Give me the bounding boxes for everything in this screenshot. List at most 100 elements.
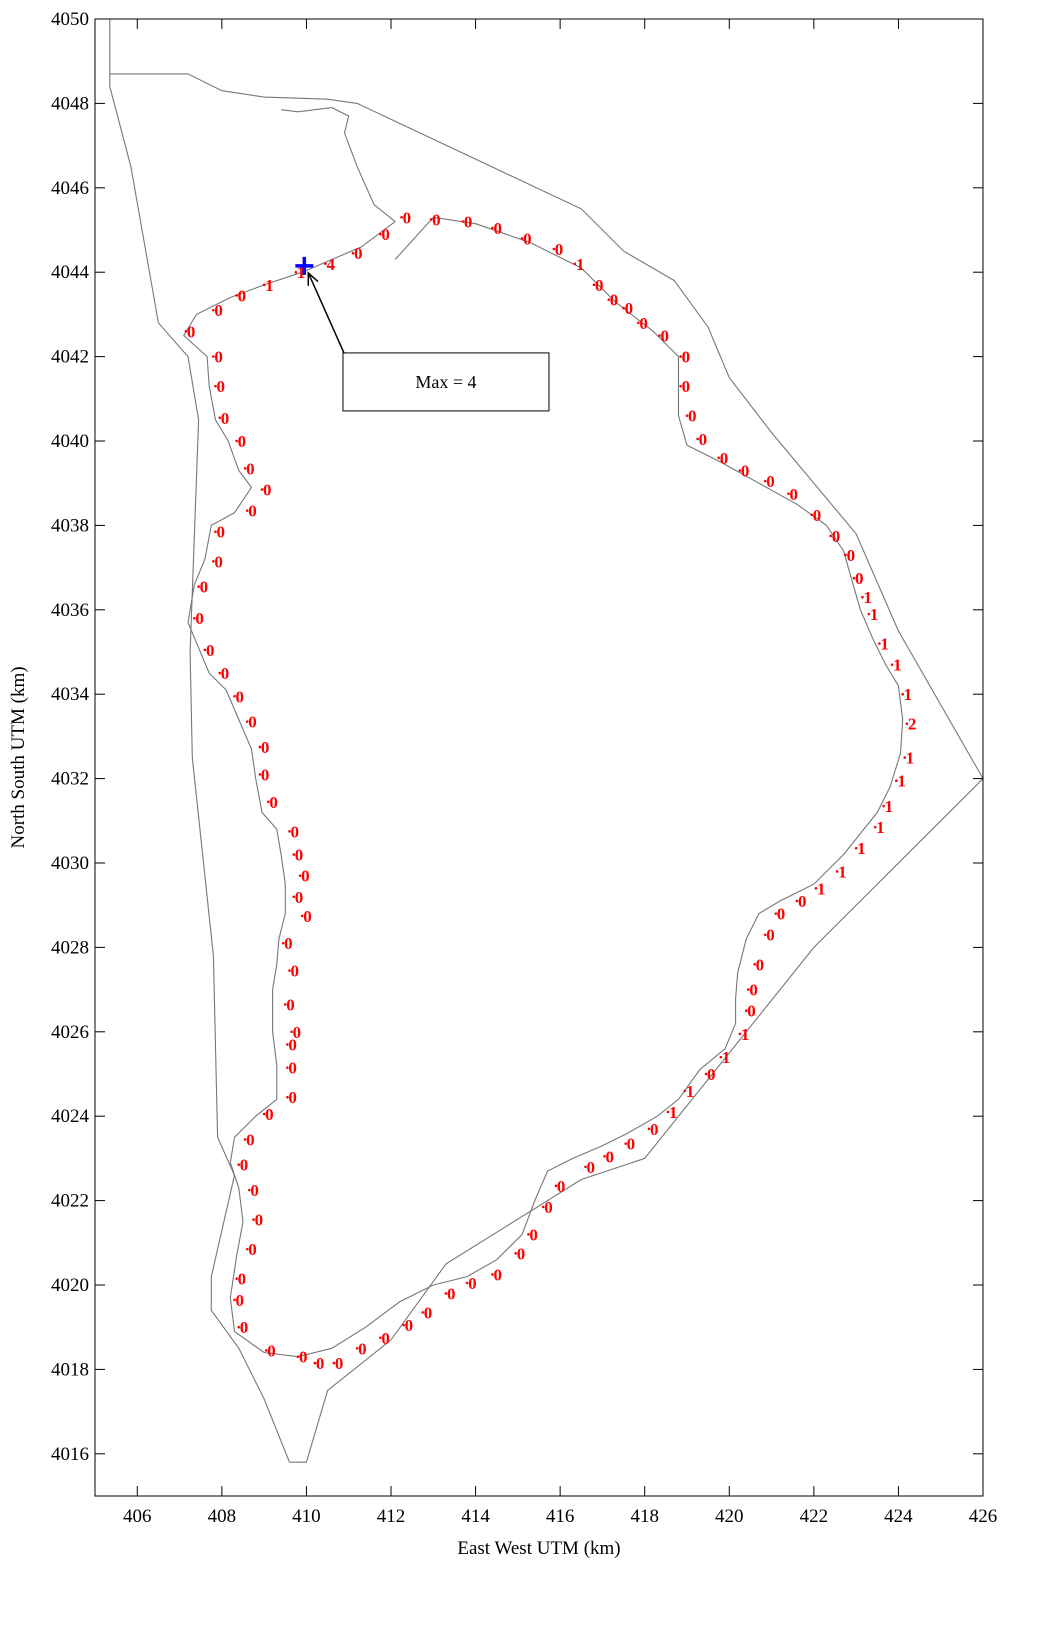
receptor-count-label: 2 [908, 715, 917, 734]
receptor-dot [237, 1163, 241, 1167]
receptor-count-label: 1 [669, 1103, 678, 1122]
receptor-dot [444, 1292, 448, 1295]
receptor-dot [258, 773, 262, 776]
receptor-dot [622, 306, 625, 310]
receptor-dot [763, 933, 767, 937]
receptor-count-label: 0 [661, 327, 670, 346]
receptor-dot [624, 1142, 627, 1145]
receptor-count-label: 0 [447, 1284, 456, 1303]
arrowhead-icon [307, 271, 319, 286]
receptor-dot [281, 941, 285, 945]
receptor-count-label: 1 [906, 749, 915, 768]
receptor-count-label: 0 [248, 502, 257, 521]
receptor-count-label: 0 [741, 462, 750, 481]
receptor-count-label: 0 [301, 867, 310, 886]
receptor-dot [267, 800, 270, 804]
x-tick-label: 408 [208, 1506, 237, 1527]
receptor-dot [717, 456, 721, 460]
receptor-dot [491, 226, 494, 230]
receptor-count-label: 0 [221, 664, 230, 683]
receptor-dot [286, 1066, 289, 1069]
receptor-dot [461, 220, 465, 223]
receptor-dot [787, 492, 790, 496]
receptor-count-label: 0 [464, 213, 473, 232]
receptor-count-label: 0 [610, 291, 619, 310]
receptor-count-label: 0 [544, 1198, 553, 1217]
receptor-count-label: 0 [240, 1318, 249, 1337]
receptor-count-label: 0 [766, 472, 775, 491]
receptor-count-label: 0 [335, 1354, 344, 1373]
y-tick-label: 4044 [51, 262, 90, 283]
receptor-count-label: 0 [523, 229, 532, 248]
x-tick-label: 416 [546, 1506, 575, 1527]
receptor-count-label: 0 [195, 609, 204, 628]
receptor-count-label: 0 [214, 348, 223, 367]
receptor-count-label: 0 [291, 822, 300, 841]
receptor-count-label: 1 [838, 862, 847, 881]
receptor-dot [679, 355, 682, 358]
receptor-dot [184, 329, 188, 333]
receptor-dot [829, 534, 833, 538]
receptor-count-label: 0 [263, 481, 272, 500]
max-annotation: Max = 4 [307, 271, 550, 412]
inlet-line [281, 107, 396, 223]
axes: 406 408 410 412 414 416 418 420 422 424 4264016401… [51, 9, 997, 1527]
receptor-dot [355, 1347, 359, 1350]
receptor-dot [753, 962, 756, 966]
x-tick-label: 426 [969, 1506, 998, 1527]
receptor-dot [744, 1009, 748, 1012]
receptor-count-label: 4 [326, 255, 335, 274]
receptor-dot [243, 467, 247, 470]
receptor-dot [313, 1361, 317, 1365]
receptor-dot [738, 1032, 742, 1036]
x-tick-label: 422 [800, 1506, 829, 1527]
receptor-count-label: 0 [261, 765, 270, 784]
receptor-count-label: 1 [297, 263, 306, 282]
receptor-dot [763, 479, 767, 483]
receptor-count-label: 0 [405, 1316, 414, 1335]
receptor-dot [607, 298, 611, 301]
receptor-dot [243, 1138, 247, 1141]
receptor-count-label: 1 [893, 656, 902, 675]
y-tick-label: 4030 [51, 853, 89, 874]
receptor-dot [235, 1277, 238, 1280]
receptor-count-label: 0 [639, 314, 648, 333]
receptor-dot [901, 692, 904, 696]
receptor-dot [235, 439, 238, 443]
receptor-dot [421, 1311, 425, 1314]
receptor-count-label: 0 [468, 1274, 477, 1293]
receptor-dot [260, 488, 264, 491]
receptor-count-label: 0 [766, 926, 775, 945]
receptor-dot [541, 1205, 545, 1209]
x-tick-label: 414 [461, 1506, 490, 1527]
receptor-dot [738, 469, 742, 472]
annotation-box [342, 352, 550, 412]
receptor-dot [873, 825, 877, 829]
receptor-count-label: 0 [316, 1354, 325, 1373]
receptor-count-label: 0 [855, 569, 864, 588]
x-tick-label: 424 [884, 1506, 913, 1527]
receptor-count-label: 1 [817, 879, 826, 898]
y-tick-label: 4022 [51, 1191, 89, 1212]
receptor-count-label: 0 [707, 1065, 716, 1084]
annotation-arrow [307, 272, 345, 354]
receptor-count-label: 0 [291, 962, 300, 981]
receptor-dot [491, 1273, 494, 1276]
y-tick-label: 4048 [51, 93, 89, 114]
receptor-count-label: 0 [284, 934, 293, 953]
receptor-count-label: 1 [885, 797, 894, 816]
receptor-count-label: 1 [741, 1025, 750, 1044]
receptor-count-label: 1 [722, 1048, 731, 1067]
x-tick-label: 410 [292, 1506, 321, 1527]
receptor-count-label: 0 [555, 240, 564, 259]
receptor-dot [214, 530, 217, 534]
receptor-count-label: 0 [295, 888, 304, 907]
receptor-count-label: 0 [236, 1291, 245, 1310]
receptor-count-label: 0 [248, 713, 257, 732]
x-tick-label: 406 [123, 1506, 152, 1527]
x-tick-label: 412 [377, 1506, 406, 1527]
receptor-dot [810, 513, 814, 517]
receptor-dot [218, 416, 222, 420]
